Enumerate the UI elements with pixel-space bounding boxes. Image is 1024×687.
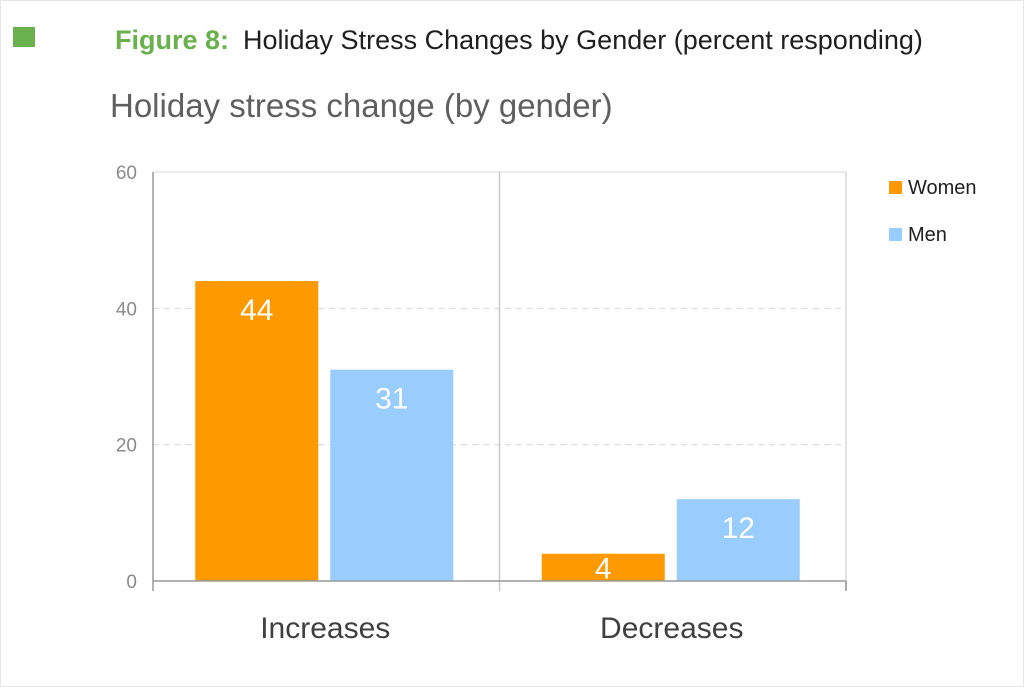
data-label: 4 — [595, 552, 612, 585]
y-tick-label: 40 — [116, 299, 137, 320]
y-tick-label: 0 — [126, 572, 137, 593]
legend-label-women: Women — [908, 177, 977, 199]
x-tick-label: Decreases — [600, 612, 743, 645]
y-tick-label: 60 — [116, 163, 137, 184]
figure-label: Figure 8: — [115, 25, 230, 55]
data-label: 31 — [375, 383, 408, 416]
bar-men-decreases — [676, 499, 800, 581]
x-tick-label: Increases — [260, 612, 390, 645]
figure-marker-square — [13, 27, 35, 47]
data-label: 44 — [240, 294, 273, 327]
chart-title: Holiday stress change (by gender) — [110, 87, 613, 124]
data-label: 12 — [722, 512, 755, 545]
y-tick-label: 20 — [116, 436, 137, 457]
bar-men-increases — [330, 369, 454, 581]
figure-heading: Figure 8: Holiday Stress Changes by Gende… — [115, 25, 923, 56]
bar-women-increases — [195, 281, 319, 581]
legend-swatch-women — [889, 181, 902, 194]
figure-caption: Holiday Stress Changes by Gender (percen… — [243, 25, 923, 55]
legend-label-men: Men — [908, 224, 947, 246]
legend-swatch-men — [889, 228, 902, 241]
bar-women-decreases — [541, 553, 665, 581]
